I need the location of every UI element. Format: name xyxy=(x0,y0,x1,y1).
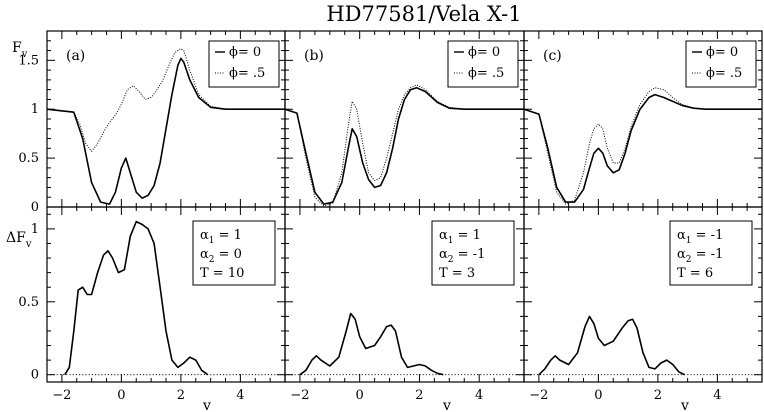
legend-box xyxy=(208,40,280,88)
x-tick-label: 4 xyxy=(236,388,244,403)
panel-tag: (b) xyxy=(304,48,324,64)
y-tick-label: 1 xyxy=(31,102,39,117)
y-tick-label: 0.5 xyxy=(18,295,39,310)
top-left-panel: 0 0.5 1 1.5 (a) ϕ= 0 ϕ= .5 xyxy=(18,30,286,215)
legend-entry: ϕ= 0 xyxy=(706,45,738,60)
params-box xyxy=(431,220,515,286)
x-tick-label: −2 xyxy=(529,388,548,403)
legend-entry: ϕ= 0 xyxy=(468,45,500,60)
dotted-series-line xyxy=(523,87,762,205)
x-axis-label-1: v xyxy=(202,398,211,412)
top-middle-panel: (b) ϕ= 0 ϕ= .5 xyxy=(284,30,525,208)
x-tick-label: 2 xyxy=(177,388,185,403)
x-tick-label: 0 xyxy=(356,388,364,403)
param-line: α2 = -1 xyxy=(677,247,723,265)
x-tick-label: 4 xyxy=(475,388,483,403)
top-right-panel: (c) ϕ= 0 ϕ= .5 xyxy=(523,30,763,208)
x-tick-label: −2 xyxy=(52,388,71,403)
y-tick-label: 1.5 xyxy=(18,53,39,68)
panel-tag: (a) xyxy=(66,48,85,64)
x-tick-label: 0 xyxy=(594,388,602,403)
param-line: α2 = -1 xyxy=(439,247,485,265)
bottom-right-panel: −2 0 2 4 α1 = -1α2 = -1T = 6 xyxy=(523,206,763,403)
param-line: α1 = -1 xyxy=(677,228,723,246)
legend-entry: ϕ= 0 xyxy=(229,45,261,60)
solid-series-line xyxy=(46,57,285,205)
x-tick-label: 2 xyxy=(415,388,423,403)
bottom-left-panel: −2 0 2 4 0 0.5 1 α1 = 1α2 = 0T = 10 xyxy=(18,206,286,403)
bottom-y-axis-label: ΔFv xyxy=(6,230,32,250)
y-tick-label: 0 xyxy=(31,368,39,383)
y-tick-label: 1 xyxy=(31,222,39,237)
param-line: T = 10 xyxy=(200,266,244,281)
solid-series-line xyxy=(284,86,524,205)
legend-entry: ϕ= .5 xyxy=(229,66,265,81)
params-box xyxy=(192,220,276,286)
solid-series-line xyxy=(299,312,444,376)
dotted-series-line xyxy=(46,48,285,152)
legend-entry: ϕ= .5 xyxy=(468,66,504,81)
legend-box xyxy=(447,40,519,88)
top-y-axis-label: Fv xyxy=(12,40,28,60)
solid-series-line xyxy=(64,220,209,376)
param-line: α2 = 0 xyxy=(200,247,242,265)
param-line: T = 3 xyxy=(439,266,475,281)
x-tick-label: 4 xyxy=(713,388,721,403)
y-tick-label: 0 xyxy=(31,200,39,215)
y-tick-label: 0.5 xyxy=(18,151,39,166)
solid-series-line xyxy=(538,315,685,376)
panel-tag: (c) xyxy=(543,48,562,64)
dotted-series-line xyxy=(284,84,524,207)
solid-series-line xyxy=(523,93,762,203)
param-line: α1 = 1 xyxy=(439,228,481,246)
figure-title: HD77581/Vela X-1 xyxy=(326,2,521,26)
legend-entry: ϕ= .5 xyxy=(706,66,742,81)
x-axis-label-2: v xyxy=(442,398,451,412)
legend-box xyxy=(685,40,757,88)
x-tick-label: 0 xyxy=(117,388,125,403)
x-tick-label: 2 xyxy=(654,388,662,403)
param-line: T = 6 xyxy=(677,266,713,281)
param-line: α1 = 1 xyxy=(200,228,242,246)
params-box xyxy=(669,220,753,286)
x-tick-label: −2 xyxy=(290,388,309,403)
bottom-middle-panel: −2 0 2 4 α1 = 1α2 = -1T = 3 xyxy=(284,206,525,403)
x-axis-label-3: v xyxy=(680,398,689,412)
